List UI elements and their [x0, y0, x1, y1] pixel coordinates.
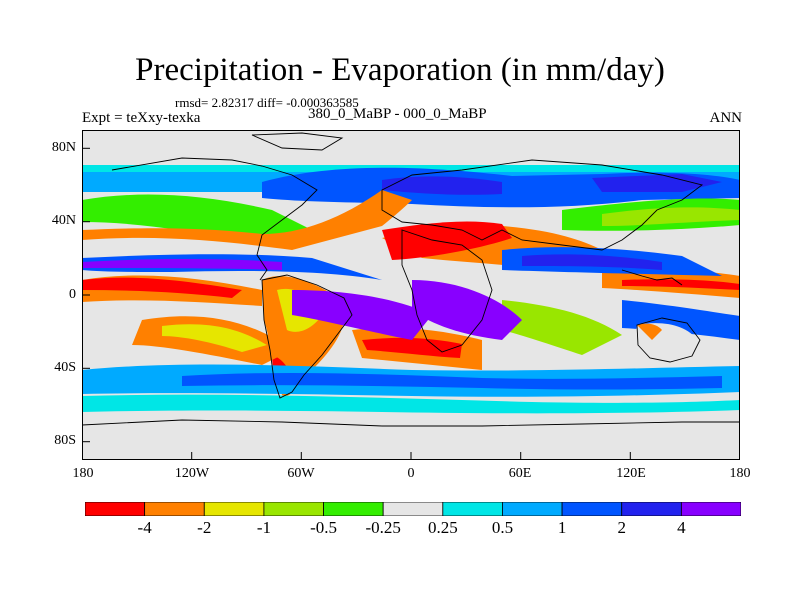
- colorbar-box: [144, 502, 205, 516]
- colorbar-label: -1: [256, 518, 271, 537]
- figure-title: Precipitation - Evaporation (in mm/day): [135, 52, 665, 88]
- colorbar-box: [203, 502, 265, 516]
- axis-ticks: [82, 147, 740, 460]
- colorbar-box: [85, 502, 146, 516]
- colorbar-label: -0.5: [310, 518, 337, 537]
- colorbar-label: -4: [137, 518, 152, 537]
- colorbar-label: 1: [557, 518, 567, 537]
- colorbar-label: 2: [617, 518, 626, 537]
- colorbar-box: [502, 502, 563, 516]
- expt-label: Expt = teXxy-texka: [82, 110, 201, 126]
- stats-text: rmsd= 2.82317 diff= -0.000363585: [175, 95, 359, 110]
- lon-label-0: 0: [407, 466, 415, 481]
- lon-label-180e: 180: [729, 466, 751, 481]
- colorbar-label: -0.25: [365, 518, 401, 537]
- colorbar-label: 4: [677, 518, 686, 537]
- precip-evap-field: [82, 130, 740, 460]
- colorbar-box: [323, 502, 384, 516]
- season-label: ANN: [709, 110, 743, 126]
- colorbar: [85, 502, 741, 516]
- colorbar-box: [382, 502, 444, 516]
- lat-label-80n: 80N: [51, 140, 76, 155]
- map-plot: [82, 130, 740, 460]
- colorbar-box: [561, 502, 623, 516]
- lon-label-60e: 60E: [508, 466, 532, 481]
- colorbar-label: -2: [197, 518, 212, 537]
- lat-label-0: 0: [69, 287, 76, 302]
- lon-label-120e: 120E: [616, 466, 646, 481]
- coastlines: [82, 132, 740, 427]
- colorbar-box: [680, 502, 741, 516]
- colorbar-label: 0.25: [427, 518, 458, 537]
- lon-label-60w: 60W: [287, 466, 315, 481]
- colorbar-label: 0.5: [491, 518, 514, 537]
- lat-label-40n: 40N: [51, 213, 76, 228]
- lat-label-80s: 80S: [54, 433, 76, 448]
- subtitle: 380_0_MaBP - 000_0_MaBP: [308, 106, 487, 122]
- colorbar-box: [263, 502, 324, 516]
- lat-label-40s: 40S: [54, 360, 76, 375]
- colorbar-box: [442, 502, 503, 516]
- lon-label-180w: 180: [72, 466, 94, 481]
- colorbar-box: [621, 502, 682, 516]
- lon-label-120w: 120W: [174, 466, 210, 481]
